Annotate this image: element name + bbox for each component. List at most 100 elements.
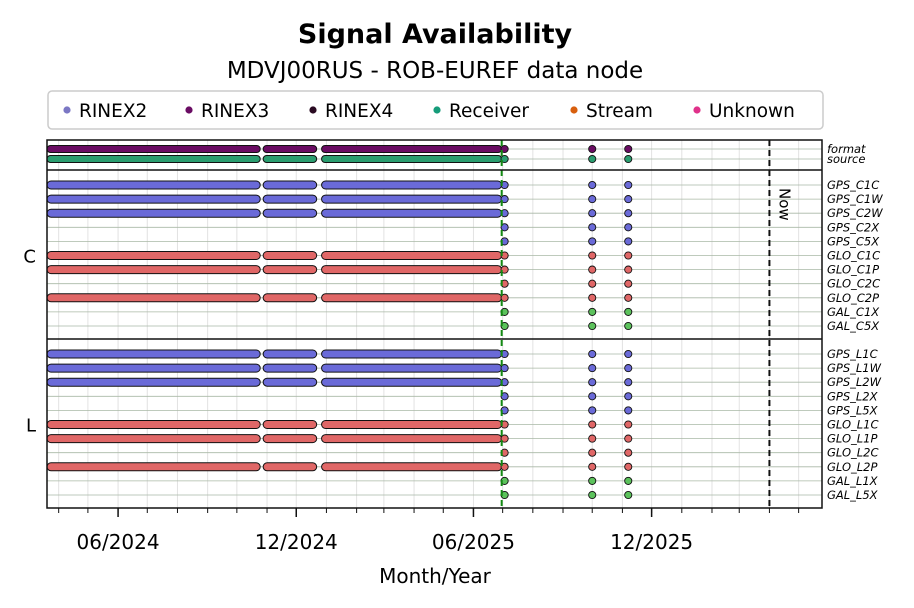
- availability-bar: [46, 155, 261, 163]
- legend-label-4: Stream: [586, 101, 653, 122]
- availability-point: [624, 434, 633, 443]
- availability-point: [588, 462, 597, 471]
- availability-point: [624, 195, 633, 204]
- row-label-GAL_C5X: GAL_C5X: [827, 319, 880, 333]
- group-label-C: C: [23, 247, 36, 268]
- chart-subtitle: MDVJ00RUS - ROB-EUREF data node: [227, 58, 643, 84]
- legend-label-5: Unknown: [709, 101, 795, 122]
- row-label-GAL_L5X: GAL_L5X: [827, 488, 879, 502]
- legend-marker-2: [309, 106, 317, 114]
- availability-point: [588, 209, 597, 218]
- legend-label-3: Receiver: [449, 101, 529, 122]
- availability-point: [588, 434, 597, 443]
- x-axis-label: Month/Year: [379, 564, 492, 588]
- availability-bar: [262, 180, 318, 190]
- availability-point: [588, 307, 597, 316]
- availability-bar: [46, 363, 261, 373]
- availability-bar: [46, 145, 261, 153]
- availability-point: [588, 420, 597, 429]
- availability-bar: [321, 208, 503, 218]
- row-label-GPS_C1W: GPS_C1W: [827, 192, 883, 206]
- availability-bar: [262, 377, 318, 387]
- availability-point: [500, 364, 509, 373]
- availability-point: [500, 293, 509, 302]
- legend-label-0: RINEX2: [79, 101, 147, 122]
- availability-point: [624, 364, 633, 373]
- row-label-GLO_L1C: GLO_L1C: [827, 418, 879, 432]
- availability-bar: [262, 434, 318, 444]
- availability-point: [624, 180, 633, 190]
- availability-point: [624, 321, 633, 331]
- availability-point: [624, 476, 633, 485]
- availability-bar: [262, 420, 318, 429]
- availability-point: [624, 490, 633, 500]
- availability-point: [588, 265, 597, 274]
- row-label-GPS_C1C: GPS_C1C: [827, 178, 879, 192]
- availability-bar: [46, 434, 261, 444]
- availability-point: [588, 321, 597, 331]
- availability-point: [500, 223, 509, 232]
- availability-point: [500, 154, 509, 164]
- availability-bar: [46, 462, 261, 472]
- availability-bar: [262, 293, 318, 303]
- row-label-GLO_C1P: GLO_C1P: [827, 263, 879, 277]
- availability-bar: [321, 462, 503, 472]
- availability-point: [624, 406, 633, 415]
- availability-bar: [262, 145, 318, 153]
- availability-bar: [46, 349, 261, 359]
- availability-bar: [46, 208, 261, 218]
- availability-point: [500, 462, 509, 471]
- availability-point: [624, 223, 633, 232]
- availability-point: [624, 378, 633, 387]
- availability-point: [624, 237, 633, 246]
- availability-point: [500, 434, 509, 443]
- row-label-GPS_L1C: GPS_L1C: [827, 347, 878, 361]
- availability-bar: [46, 377, 261, 387]
- availability-point: [588, 251, 597, 260]
- availability-bar: [321, 251, 503, 260]
- availability-bar: [46, 293, 261, 303]
- availability-point: [588, 180, 597, 190]
- plot-frame: Now: [46, 139, 823, 509]
- availability-point: [588, 237, 597, 246]
- availability-point: [624, 448, 633, 457]
- availability-bar: [262, 208, 318, 218]
- legend-label-2: RINEX4: [325, 101, 393, 122]
- availability-point: [588, 154, 597, 164]
- availability-point: [588, 223, 597, 232]
- row-label-GLO_C2C: GLO_C2C: [827, 277, 880, 291]
- availability-point: [588, 490, 597, 500]
- availability-bar: [321, 377, 503, 387]
- availability-point: [588, 392, 597, 401]
- availability-bar: [46, 251, 261, 260]
- availability-point: [588, 279, 597, 288]
- legend: RINEX2 RINEX3 RINEX4 Receiver Stream Unknown: [47, 90, 824, 130]
- row-label-GPS_L1W: GPS_L1W: [827, 361, 882, 375]
- row-label-GLO_C1C: GLO_C1C: [827, 249, 880, 263]
- availability-point: [624, 420, 633, 429]
- availability-point: [624, 251, 633, 260]
- availability-point: [500, 144, 509, 154]
- legend-marker-1: [185, 106, 193, 114]
- row-label-GPS_L5X: GPS_L5X: [827, 403, 879, 417]
- availability-bar: [46, 180, 261, 190]
- availability-bar: [321, 434, 503, 444]
- row-label-GAL_C1X: GAL_C1X: [827, 305, 880, 319]
- x-tick-label: 06/2025: [432, 530, 515, 554]
- row-label-GLO_L2P: GLO_L2P: [827, 460, 877, 474]
- availability-bar: [321, 363, 503, 373]
- row-label-GPS_L2W: GPS_L2W: [827, 375, 882, 389]
- availability-bar: [46, 265, 261, 275]
- availability-point: [588, 349, 597, 359]
- legend-marker-5: [693, 106, 701, 114]
- availability-bar: [321, 155, 503, 163]
- legend-marker-3: [433, 106, 441, 114]
- availability-bar: [262, 194, 318, 204]
- row-label-GLO_L2C: GLO_L2C: [827, 446, 879, 460]
- availability-point: [588, 406, 597, 415]
- availability-point: [588, 378, 597, 387]
- availability-point: [588, 293, 597, 302]
- availability-bar: [46, 194, 261, 204]
- row-label-GPS_C2X: GPS_C2X: [827, 220, 880, 234]
